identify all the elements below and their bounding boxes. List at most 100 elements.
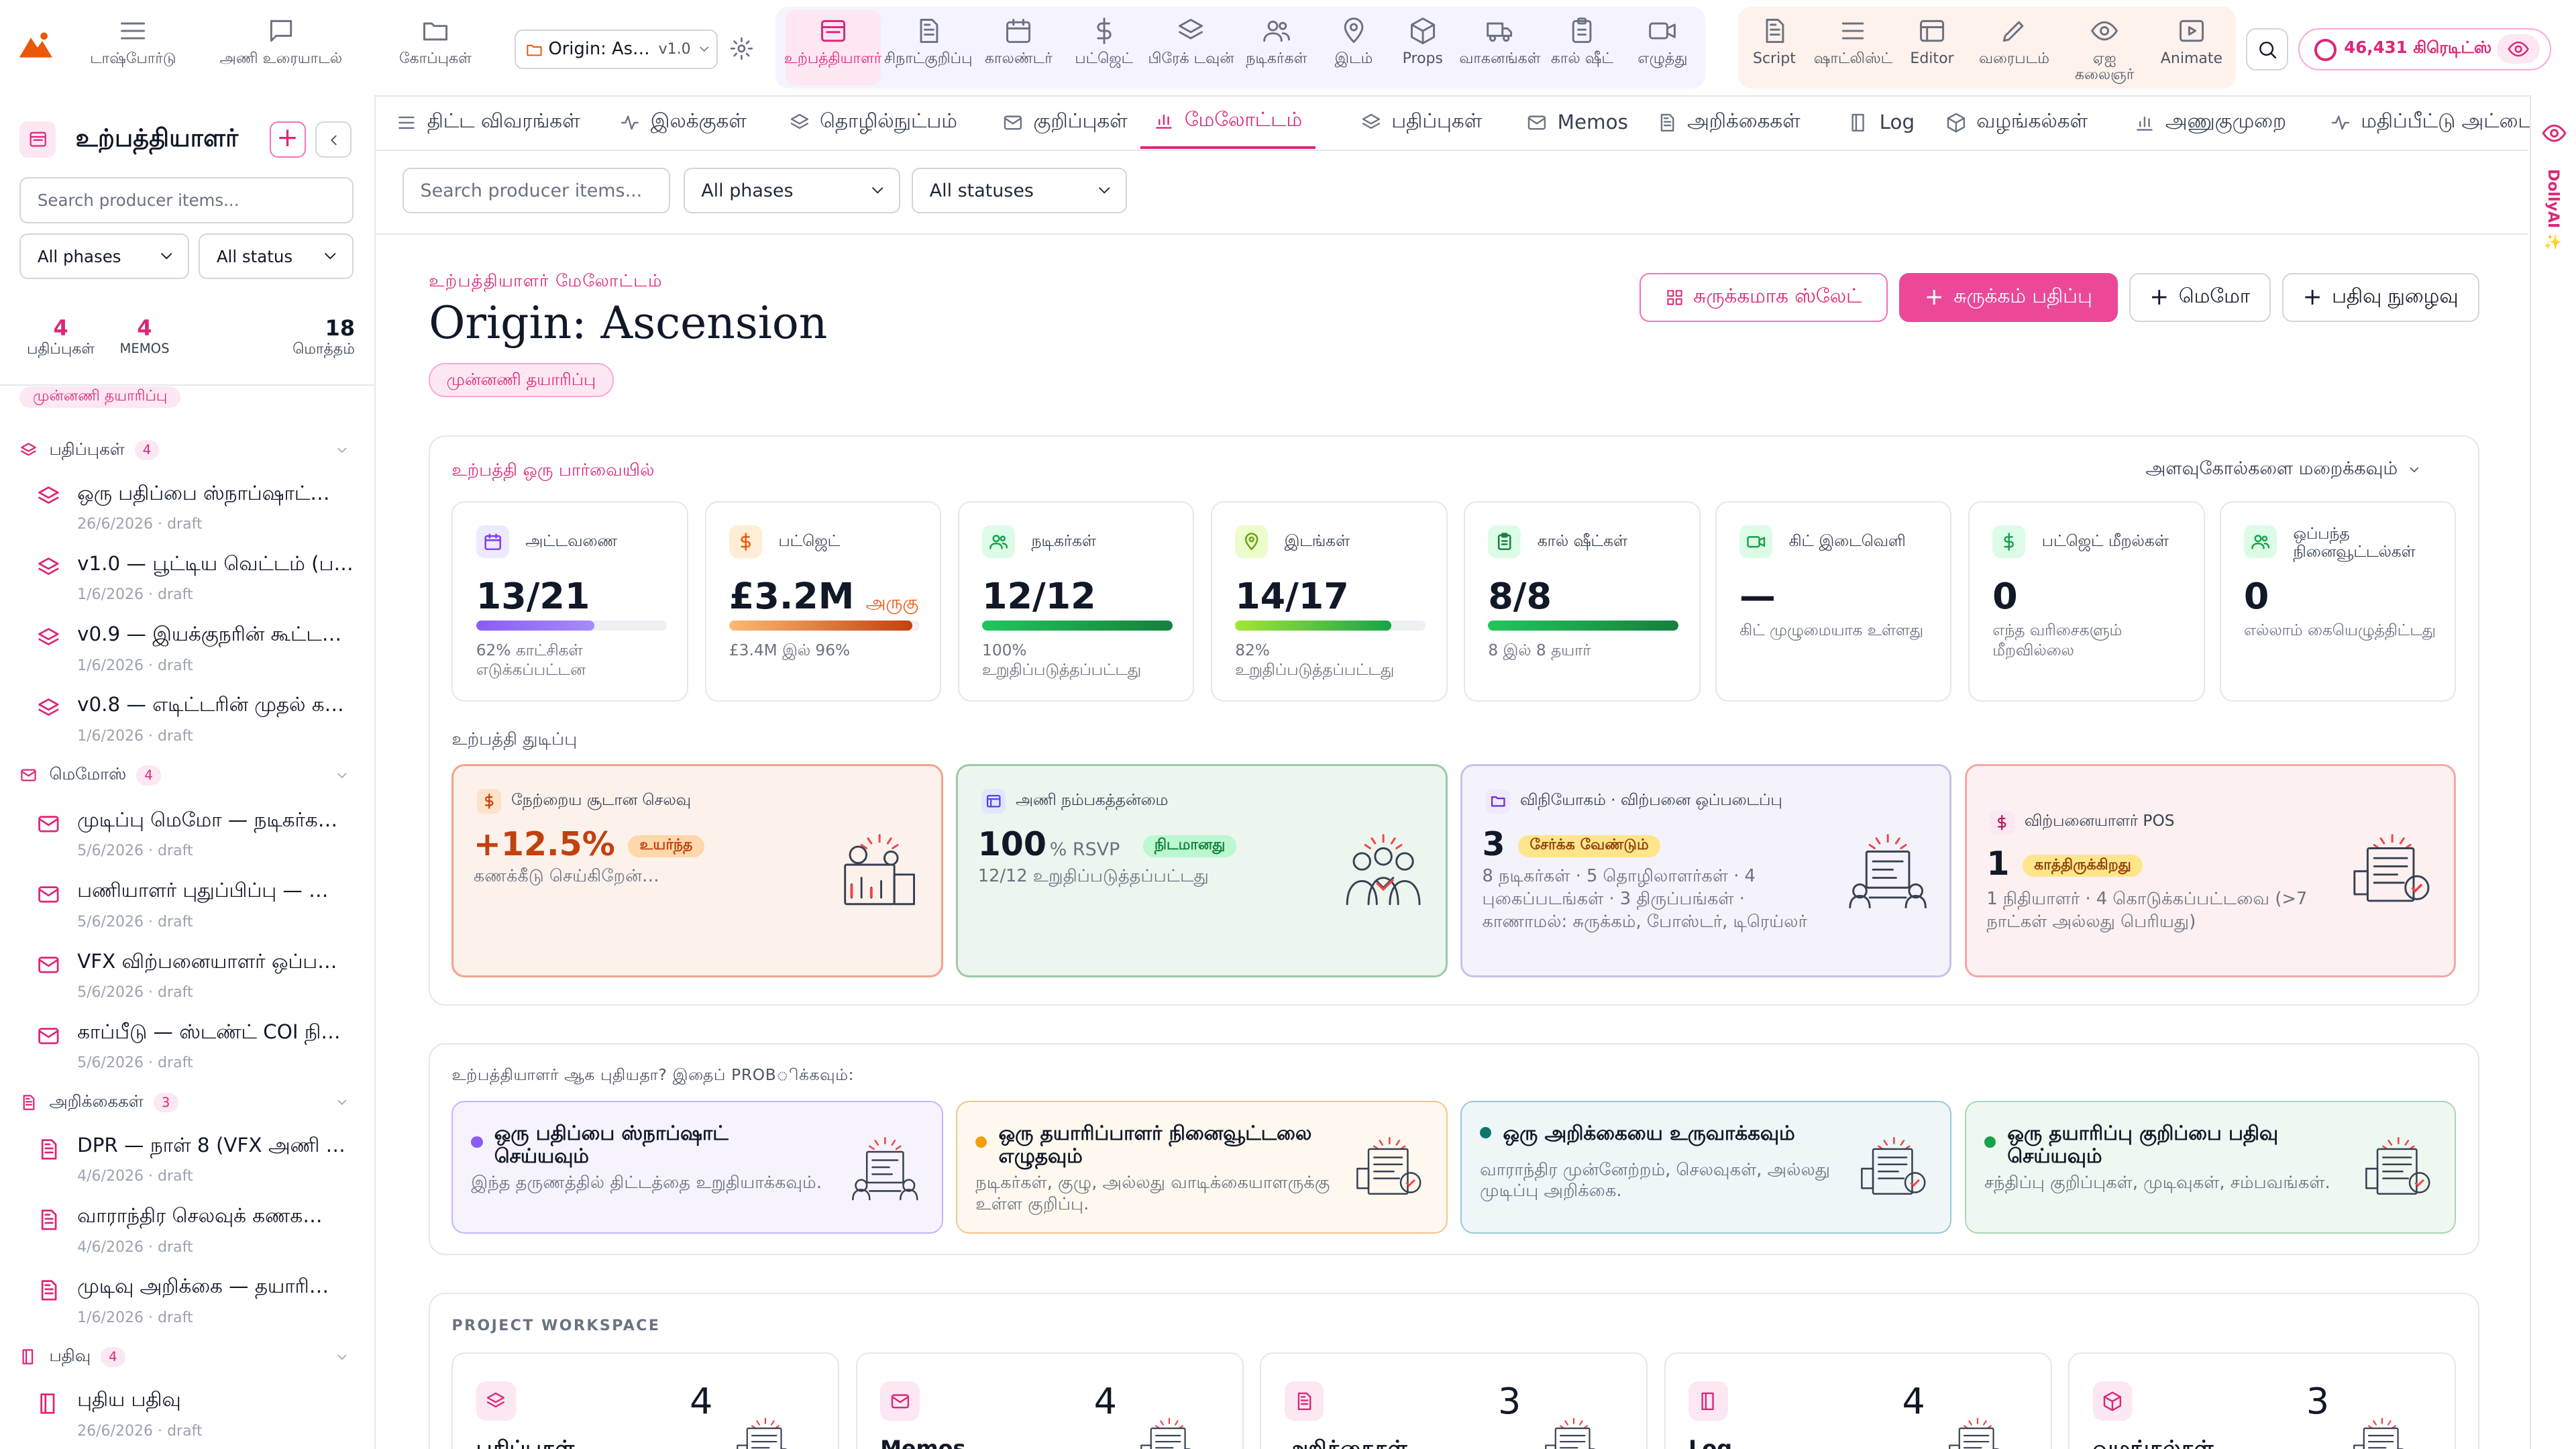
tool-document[interactable]: சிநாட்குறிப்பு — [881, 10, 976, 86]
mail-icon — [890, 1391, 911, 1412]
list-item[interactable]: v0.9 — இயக்குநரின் கூட்ட… 1/6/2026 · draf… — [36, 623, 358, 688]
tool-dollar[interactable]: பட்ஜெட் — [1061, 10, 1146, 86]
tab-label: குறிப்புகள் — [1033, 109, 1128, 133]
app-logo[interactable] — [16, 30, 56, 62]
add-item-button[interactable]: + — [269, 121, 306, 158]
kpi-card[interactable]: இடங்கள் 14/17 82% உறுதிப்படுத்தப்பட்டது — [1210, 500, 1448, 702]
pulse-card[interactable]: விற்பனையாளர் POS 1 காத்திருக்கிறது 1 நிதியா… — [1965, 763, 2457, 978]
hide-metrics-toggle[interactable]: அளவுகோல்களை மறைக்கவும் — [2145, 458, 2457, 481]
tool-browser[interactable]: உற்பத்தியாளர் — [784, 9, 881, 86]
list-item[interactable]: v1.0 — பூட்டிய வெட்டம் (ப… 1/6/2026 · dra… — [36, 552, 358, 618]
tab-3[interactable]: குறிப்புகள் — [1002, 95, 1128, 150]
kpi-card[interactable]: நடிகர்கள் 12/12 100% உறுதிப்படுத்தப்பட்டது — [957, 500, 1195, 702]
tool-calendar[interactable]: காலண்டர் — [976, 10, 1061, 86]
kpi-icon-box — [1235, 525, 1269, 559]
memo-button[interactable]: + மெமோ — [2129, 272, 2271, 322]
nav-menu[interactable]: டாஷ்போர்டு — [62, 10, 204, 86]
workspace-card[interactable]: 4 Log — [1664, 1352, 2052, 1449]
search-producer-input[interactable]: Search producer items... — [402, 167, 671, 214]
kpi-card[interactable]: கால் ஷீட்கள் 8/8 8 இல் 8 தயார் — [1464, 500, 1701, 702]
tab-5[interactable]: பதிப்புகள் — [1360, 95, 1482, 150]
tab-10[interactable]: அணுகுமுறை — [2134, 95, 2286, 150]
section-header-1[interactable]: மெமோஸ் 4 — [19, 762, 355, 788]
list-item[interactable]: VFX விற்பனையாளர் ஒப்ப… 5/6/2026 · draft — [36, 950, 358, 1016]
nav-folder[interactable]: கோப்புகள் — [365, 10, 506, 86]
kpi-card[interactable]: கிட் இடைவெளி — கிட் முழுமையாக உள்ளது — [1715, 500, 1952, 702]
credits-eye-button[interactable] — [2497, 34, 2540, 64]
tool-video[interactable]: எழுத்து — [1620, 10, 1705, 86]
list-item[interactable]: முடிப்பு மெமோ — நடிகர்க… 5/6/2026 · draft — [36, 808, 358, 874]
pulse-card[interactable]: அணி நம்பகத்தன்மை 100% RSVP நிடமானது 12/12 உ… — [956, 763, 1448, 978]
settings-gear-icon[interactable] — [729, 36, 754, 61]
tool-eye[interactable]: ஏஐ கலைஞர் — [2067, 10, 2143, 86]
slate-button[interactable]: சுருக்கமாக ஸ்லேட் — [1640, 272, 1888, 322]
collapse-sidebar-button[interactable] — [315, 121, 352, 158]
tool-script[interactable]: Script — [1745, 10, 1804, 86]
tab-6[interactable]: Memos — [1526, 95, 1628, 150]
kpi-card[interactable]: பட்ஜெட் மீறல்கள் 0 எந்த வரிசைகளும் மீறவில்… — [1968, 500, 2205, 702]
sidebar-phase-select[interactable]: All phases — [19, 233, 189, 280]
tool-list[interactable]: ஷாட்லிஸ்ட் — [1811, 10, 1896, 86]
tab-8[interactable]: Log — [1848, 95, 1915, 150]
list-item[interactable]: பணியாளர் புதுப்பிப்பு — … 5/6/2026 · draf… — [36, 879, 358, 945]
ai-rail-label: DollyAI ✨ — [2544, 169, 2562, 252]
pulse-card[interactable]: விநியோகம் · விற்பனை ஒப்படைப்பு 3 சேர்க்க வ… — [1460, 763, 1952, 978]
tool-layers[interactable]: பிரேக் டவுன் — [1146, 10, 1235, 86]
tool-pen[interactable]: வரைபடம் — [1968, 10, 2060, 86]
getting-started-card[interactable]: ஒரு தயாரிப்பு குறிப்பை பதிவு செய்யவும் சந… — [1965, 1100, 2457, 1234]
getting-started-card-desc: இந்த தருணத்தில் திட்டத்தை உறுதியாக்கவும்… — [471, 1173, 822, 1193]
publish-button[interactable]: + சுருக்கம் பதிப்பு — [1899, 272, 2118, 322]
list-item[interactable]: வாராந்திர செலவுக் கணக… 4/6/2026 · draft — [36, 1204, 358, 1270]
phase-select[interactable]: All phases — [683, 167, 901, 214]
tab-9[interactable]: வழங்கல்கள் — [1945, 95, 2088, 150]
kpi-card[interactable]: பட்ஜெட் £3.2M அருகு £3.4M இல் 96% — [704, 500, 942, 702]
section-header-2[interactable]: அறிக்கைகள் 3 — [19, 1089, 355, 1116]
tool-users[interactable]: நடிகர்கள் — [1236, 10, 1318, 86]
tab-1[interactable]: இலக்குகள் — [619, 95, 747, 150]
sidebar-status-select[interactable]: All status — [199, 233, 354, 280]
tool-map-pin[interactable]: இடம் — [1318, 10, 1390, 86]
nav-chat[interactable]: அணி உரையாடல் — [210, 10, 352, 86]
credits-badge[interactable]: 46,431 கிரெடிட்ஸ் — [2298, 28, 2552, 71]
section-header-0[interactable]: பதிப்புகள் 4 — [19, 437, 355, 463]
list-item[interactable]: DPR — நாள் 8 (VFX அணி மு… 4/6/2026 · draf… — [36, 1134, 358, 1199]
ai-side-rail[interactable]: DollyAI ✨ — [2530, 95, 2576, 1449]
kpi-card[interactable]: அட்டவணை 13/21 62% காட்சிகள் எடுக்கப்பட்டன — [451, 500, 689, 702]
clipboard-icon — [1567, 16, 1597, 46]
list-item[interactable]: ஒரு பதிப்பை ஸ்நாப்ஷாட்… 26/6/2026 · draft — [36, 482, 358, 547]
pulse-illustration — [1843, 832, 1932, 911]
list-item[interactable]: புதிய பதிவு 26/6/2026 · draft — [36, 1388, 358, 1449]
list-item[interactable]: v0.8 — எடிட்டரின் முதல் க… 1/6/2026 · dra… — [36, 693, 358, 759]
tool-play[interactable]: Animate — [2149, 10, 2234, 86]
tool-editor[interactable]: Editor — [1899, 10, 1965, 86]
section-title: பதிவு — [49, 1346, 91, 1366]
tool-cube[interactable]: Props — [1390, 10, 1456, 86]
list-item[interactable]: காப்பீடு — ஸ்டண்ட் COI நி… 5/6/2026 · dra… — [36, 1020, 358, 1086]
workspace-card[interactable]: 3 அறிக்கைகள் — [1260, 1352, 1648, 1449]
tab-4[interactable]: மேலோட்டம் — [1140, 95, 1316, 149]
getting-started-card[interactable]: ஒரு தயாரிப்பாளர் நினைவூட்டலை எழுதவும் நடி… — [956, 1100, 1448, 1234]
section-header-3[interactable]: பதிவு 4 — [19, 1344, 355, 1370]
sidebar-status-value: All status — [216, 246, 293, 266]
tab-11[interactable]: மதிப்பீட்டு அட்டை — [2330, 95, 2534, 150]
tab-0[interactable]: திட்ட விவரங்கள் — [396, 95, 580, 150]
status-select[interactable]: All statuses — [912, 167, 1127, 214]
tool-clipboard[interactable]: கால் ஷீட் — [1544, 10, 1620, 86]
getting-started-card[interactable]: ஒரு அறிக்கையை உருவாக்கவும் வாராந்திர முன்… — [1460, 1100, 1952, 1234]
getting-started-card[interactable]: ஒரு பதிப்பை ஸ்நாப்ஷாட் செய்யவும் இந்த தரு… — [451, 1100, 943, 1234]
workspace-count: 3 — [2306, 1379, 2330, 1422]
tool-truck[interactable]: வாகனங்கள் — [1456, 10, 1544, 86]
tab-7[interactable]: அறிக்கைகள் — [1656, 95, 1801, 150]
log-entry-button[interactable]: + பதிவு நுழைவு — [2282, 272, 2479, 322]
kpi-card[interactable]: ஒப்பந்த நினைவூட்டல்கள் 0 எல்லாம் கையெழுத்த… — [2219, 500, 2457, 702]
list-item[interactable]: முடிவு அறிக்கை — தயாரி… 1/6/2026 · draft — [36, 1275, 358, 1340]
workspace-card[interactable]: 4 Memos — [855, 1352, 1244, 1449]
project-selector[interactable]: Origin: As… v1.0 — [514, 30, 718, 69]
sidebar-search-input[interactable]: Search producer items... — [19, 177, 354, 224]
workspace-card[interactable]: 3 வழங்கல்கள் — [2068, 1352, 2457, 1449]
pulse-card[interactable]: நேற்றைய சூடான செலவு +12.5% உயர்ந்த கணக்கீடு… — [451, 763, 943, 978]
search-button[interactable] — [2245, 28, 2289, 71]
tab-2[interactable]: தொழில்நுட்பம் — [789, 95, 957, 150]
workspace-card[interactable]: 4 பதிப்புகள் — [451, 1352, 840, 1449]
tab-label: அறிக்கைகள் — [1687, 109, 1801, 133]
